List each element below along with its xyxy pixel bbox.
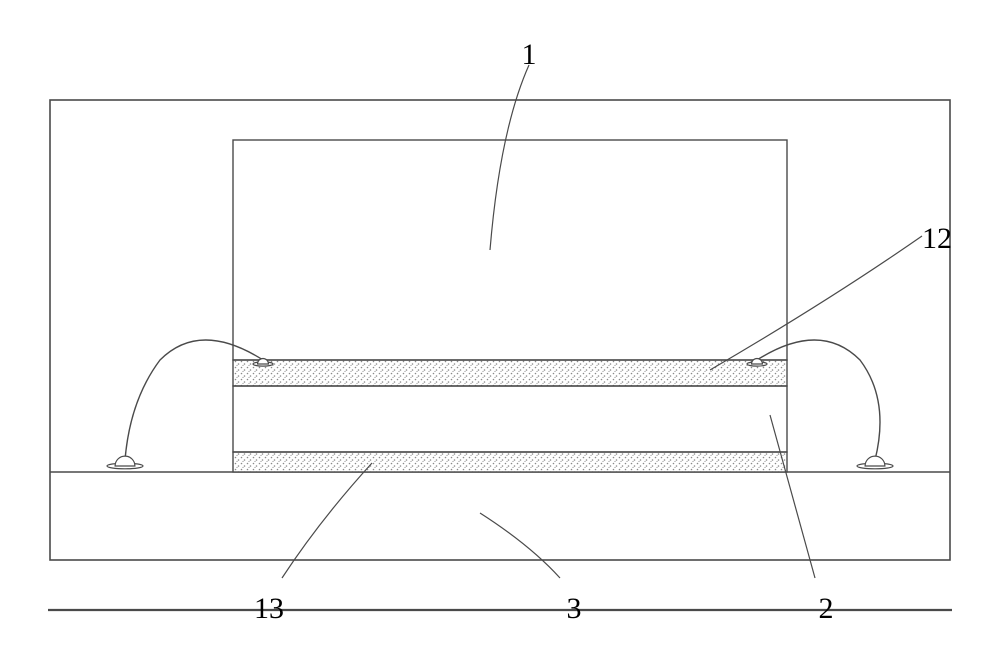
- figure-stage: 1 12 2 3 13: [0, 0, 1000, 664]
- bond-wire-right: [757, 340, 880, 460]
- callout-label-3: 3: [544, 594, 604, 624]
- bond-wire-left: [125, 340, 263, 460]
- bond-pad-base-left: [107, 456, 143, 469]
- leader-2: [770, 415, 815, 578]
- callout-label-12: 12: [907, 224, 967, 254]
- leader-12: [710, 236, 922, 370]
- stipple-band-lower: [233, 452, 787, 472]
- leader-1: [490, 65, 529, 250]
- block-middle: [233, 386, 787, 452]
- stipple-band-upper: [233, 360, 787, 386]
- bond-pad-base-right: [857, 456, 893, 469]
- technical-diagram: [0, 0, 1000, 664]
- callout-label-13: 13: [239, 594, 299, 624]
- block-top: [233, 140, 787, 360]
- leader-lines-layer: [282, 65, 922, 578]
- shapes-layer: [48, 100, 952, 610]
- callout-label-1: 1: [499, 40, 559, 70]
- callout-label-2: 2: [796, 594, 856, 624]
- leader-3: [480, 513, 560, 578]
